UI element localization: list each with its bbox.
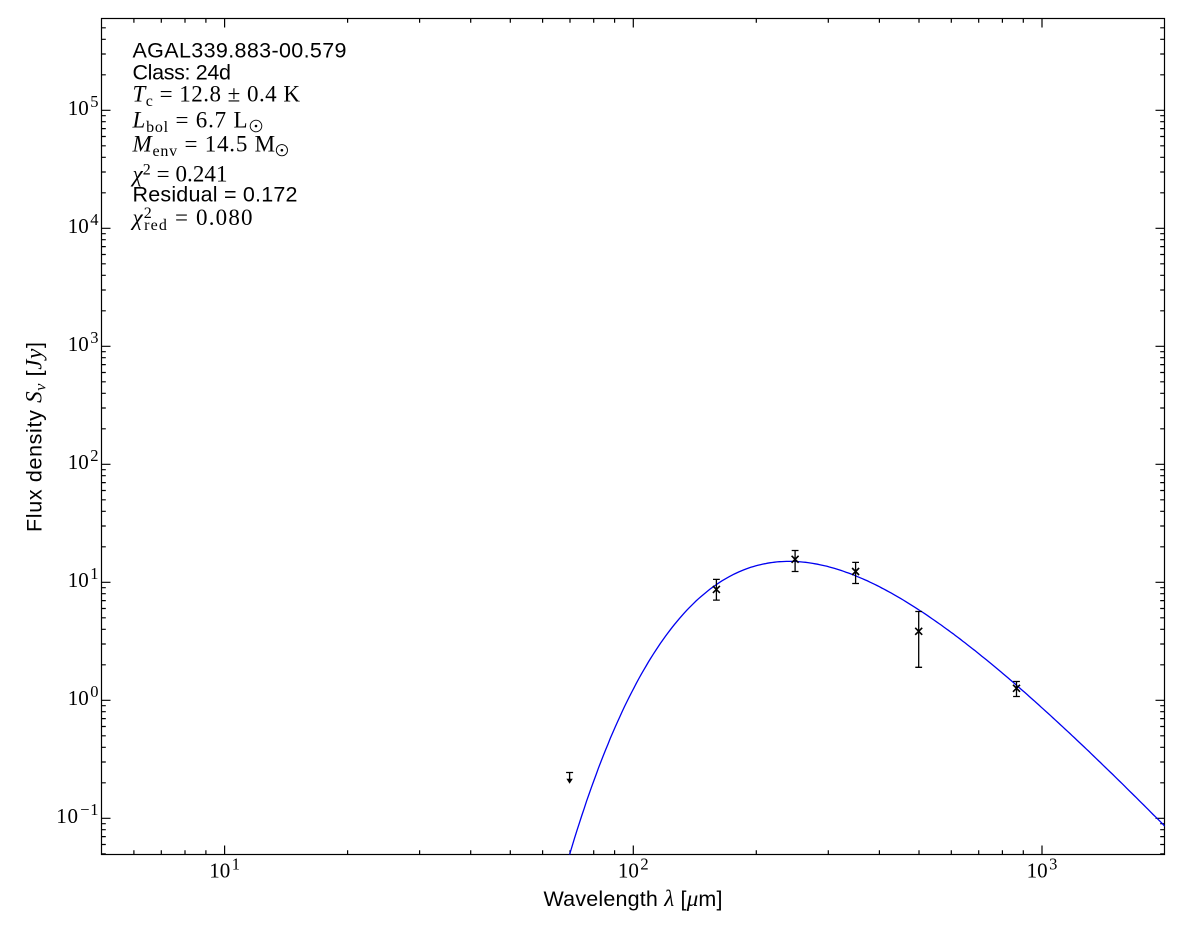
svg-text:χ2 = 0.241: χ2 = 0.241 (131, 161, 228, 186)
svg-text:Class: 24d: Class: 24d (133, 60, 232, 84)
svg-text:Wavelength λ [μm]: Wavelength λ [μm] (544, 886, 723, 911)
svg-text:Flux density Sν [Jy]: Flux density Sν [Jy] (22, 342, 50, 532)
svg-text:Menv = 14.5 M: Menv = 14.5 M (132, 131, 276, 160)
svg-text:100: 100 (68, 682, 99, 710)
svg-text:101: 101 (68, 564, 99, 592)
svg-text:Residual = 0.172: Residual = 0.172 (133, 182, 298, 206)
svg-text:Lbol = 6.7 L: Lbol = 6.7 L (132, 108, 248, 137)
svg-text:102: 102 (68, 446, 99, 474)
svg-text:104: 104 (68, 210, 99, 238)
svg-text:105: 105 (68, 92, 99, 120)
svg-text:103: 103 (1027, 855, 1058, 883)
svg-text:10−1: 10 −1 (56, 800, 98, 828)
svg-text:101: 101 (209, 855, 240, 883)
svg-text:AGAL339.883-00.579: AGAL339.883-00.579 (133, 39, 347, 63)
svg-text:Tc = 12.8 ± 0.4 K: Tc = 12.8 ± 0.4 K (133, 81, 301, 110)
svg-text:102: 102 (618, 855, 649, 883)
svg-text:103: 103 (68, 328, 99, 356)
